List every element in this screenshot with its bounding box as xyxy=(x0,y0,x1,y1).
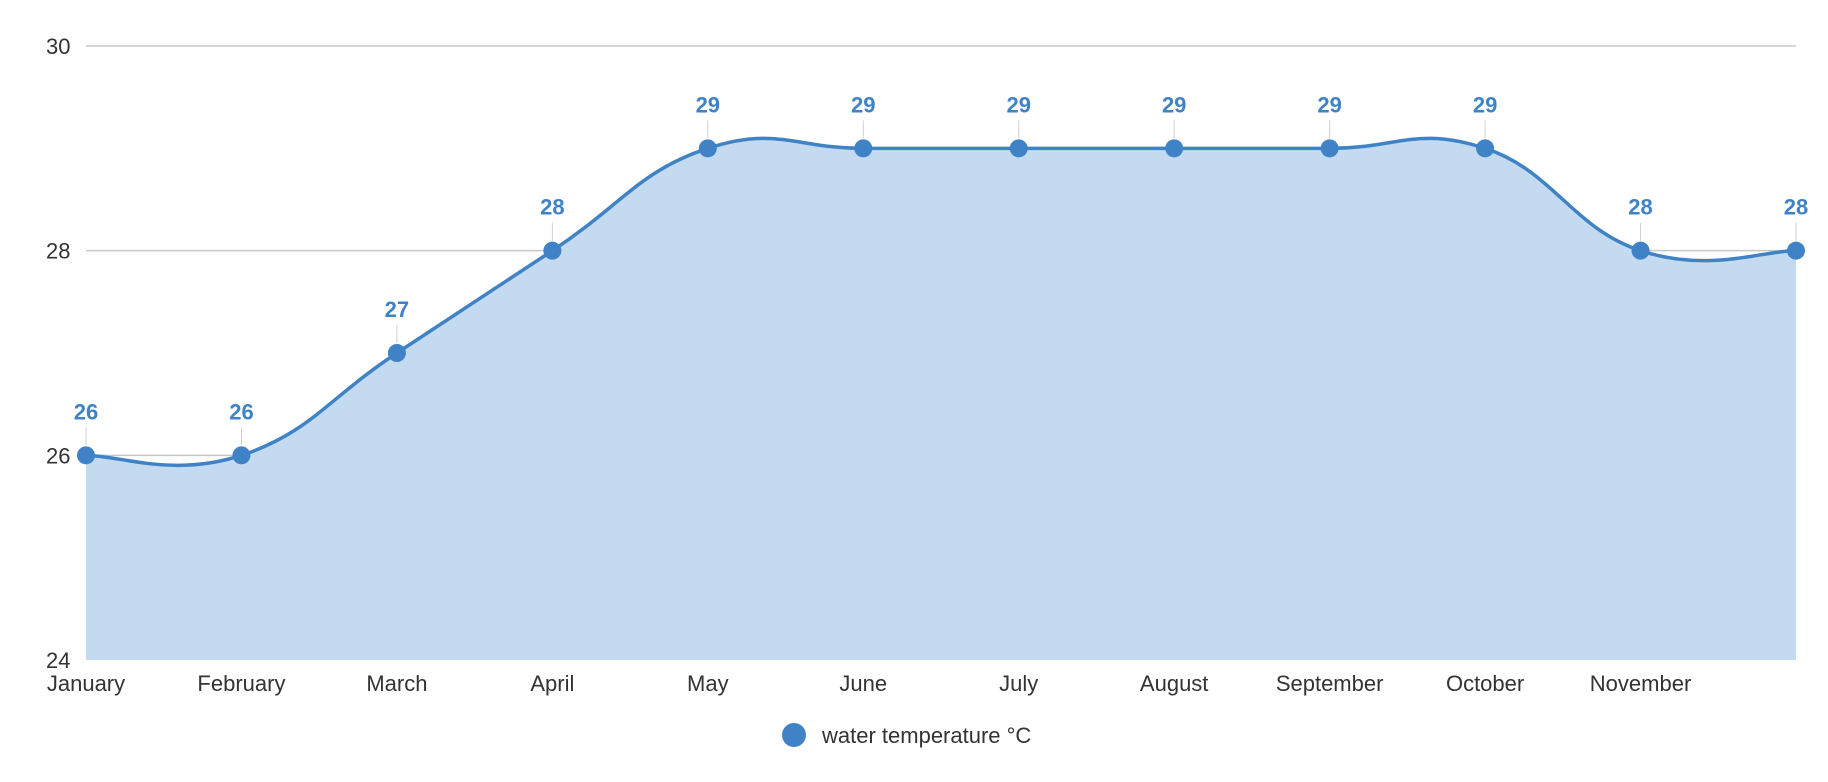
data-point[interactable] xyxy=(543,241,562,260)
data-label: 27 xyxy=(385,297,409,322)
data-point[interactable] xyxy=(1787,241,1805,260)
x-tick-label: May xyxy=(687,671,729,696)
data-label: 29 xyxy=(851,92,875,117)
x-axis-ticks: January February March April May June July Augu… xyxy=(47,671,1691,696)
y-tick-label: 30 xyxy=(46,34,70,59)
data-point[interactable] xyxy=(387,344,406,362)
data-label: 29 xyxy=(696,92,720,117)
x-tick-label: February xyxy=(197,671,285,696)
data-point[interactable] xyxy=(1165,139,1184,158)
data-label: 26 xyxy=(229,399,253,424)
series-area xyxy=(86,138,1796,661)
data-label: 28 xyxy=(1628,195,1652,220)
y-axis-ticks: 24 26 28 30 xyxy=(46,34,70,673)
data-point[interactable] xyxy=(232,446,251,465)
x-tick-label: January xyxy=(47,671,125,696)
y-tick-label: 26 xyxy=(46,443,70,468)
data-point[interactable] xyxy=(1631,241,1650,260)
x-tick-label: November xyxy=(1590,671,1691,696)
legend-marker[interactable] xyxy=(782,723,806,747)
data-label: 29 xyxy=(1162,92,1186,117)
y-tick-label: 24 xyxy=(46,648,70,673)
legend[interactable]: water temperature °C xyxy=(782,723,1031,748)
x-tick-label: August xyxy=(1140,671,1209,696)
data-label: 29 xyxy=(1473,92,1497,117)
data-label: 28 xyxy=(1784,195,1808,220)
data-point[interactable] xyxy=(77,446,95,465)
area-fill xyxy=(86,138,1796,661)
data-labels: 26 26 27 28 29 29 29 29 29 29 28 28 xyxy=(74,92,1808,446)
data-label: 29 xyxy=(1006,92,1030,117)
series-line-path xyxy=(85,136,1797,468)
data-point[interactable] xyxy=(1009,139,1028,158)
x-tick-label: June xyxy=(839,671,887,696)
x-tick-label: September xyxy=(1276,671,1384,696)
data-points xyxy=(77,139,1805,465)
data-point[interactable] xyxy=(854,139,873,158)
data-point[interactable] xyxy=(698,139,717,158)
y-tick-label: 28 xyxy=(46,239,70,264)
x-tick-label: April xyxy=(530,671,574,696)
data-point[interactable] xyxy=(1476,139,1495,158)
x-tick-label: July xyxy=(999,671,1038,696)
data-label: 28 xyxy=(540,195,564,220)
x-tick-label: March xyxy=(366,671,427,696)
data-label: 29 xyxy=(1317,92,1341,117)
legend-label[interactable]: water temperature °C xyxy=(821,723,1031,748)
data-label: 26 xyxy=(74,399,98,424)
data-point[interactable] xyxy=(1320,139,1339,158)
x-tick-label: October xyxy=(1446,671,1524,696)
series-line xyxy=(85,136,1797,468)
